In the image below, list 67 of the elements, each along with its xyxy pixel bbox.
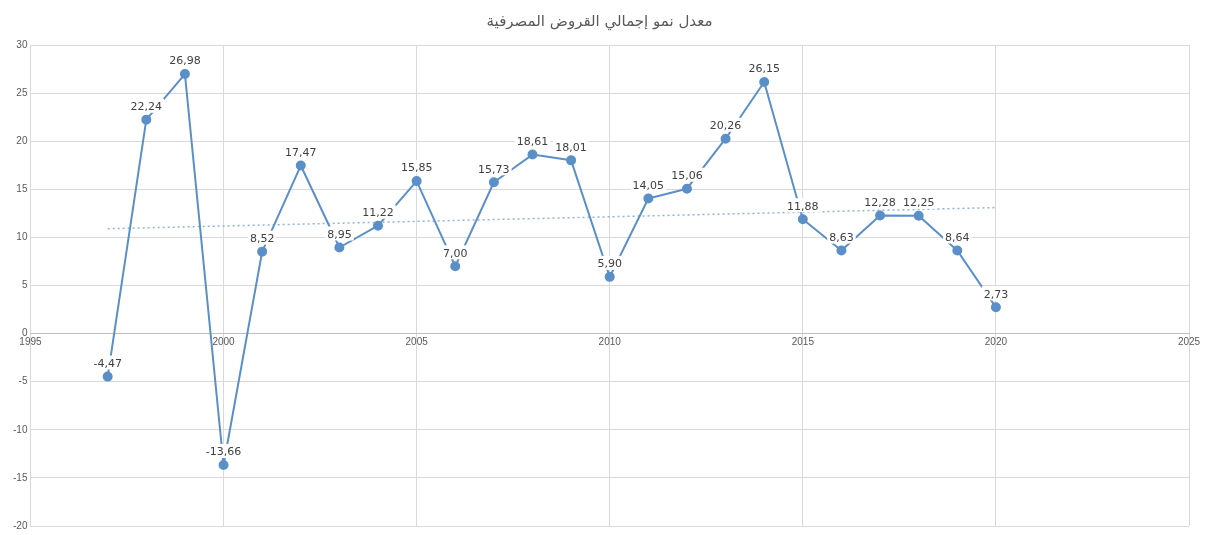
- y-tick-label: 20: [16, 134, 28, 146]
- data-label: 26,15: [748, 62, 780, 76]
- y-tick-label: -5: [18, 375, 28, 387]
- point: [488, 177, 499, 188]
- point: [759, 77, 770, 88]
- data-label: 8,95: [327, 227, 352, 241]
- data-label: 22,24: [130, 100, 163, 114]
- y-tick-label: 25: [16, 86, 28, 98]
- y-tick-label: 0: [21, 327, 28, 339]
- point: [450, 261, 461, 272]
- point: [295, 160, 306, 171]
- point: [257, 246, 268, 257]
- data-label: 18,01: [555, 140, 587, 154]
- y-tick-label: -20: [13, 519, 28, 531]
- point: [836, 245, 847, 256]
- data-label: 17,47: [285, 145, 317, 159]
- point: [566, 155, 577, 166]
- y-tick-label: -15: [13, 471, 28, 483]
- data-label: 12,28: [864, 195, 896, 209]
- data-label: 11,22: [362, 206, 394, 220]
- y-tick-label: 10: [16, 231, 28, 243]
- data-label: 18,61: [516, 134, 549, 148]
- y-tick-label: -10: [13, 423, 28, 435]
- point: [411, 176, 422, 187]
- data-label: 8,52: [249, 232, 275, 245]
- data-label: 14,05: [632, 178, 665, 192]
- point: [334, 242, 345, 253]
- data-label: 5,90: [597, 257, 622, 271]
- x-tick-label: 2015: [791, 336, 815, 348]
- y-tick-label: 15: [16, 183, 28, 195]
- point: [952, 245, 963, 256]
- data-label: 20,26: [709, 119, 742, 133]
- chart-title: معدل نمو إجمالي القروض المصرفية: [486, 11, 713, 31]
- point: [218, 460, 229, 471]
- data-label: -13,66: [205, 445, 242, 459]
- x-tick-label: 1995: [19, 336, 43, 348]
- data-label: 8,64: [945, 230, 970, 244]
- point: [179, 69, 190, 80]
- point: [913, 210, 924, 221]
- data-label: 15,85: [400, 161, 433, 175]
- point: [681, 183, 692, 194]
- data-label: 11,88: [787, 199, 819, 213]
- point: [373, 220, 384, 231]
- point: [643, 193, 654, 204]
- x-tick-label: 2010: [598, 336, 622, 348]
- point: [604, 271, 615, 282]
- x-tick-label: 2020: [984, 336, 1008, 348]
- data-label: 8,63: [829, 230, 854, 244]
- point: [527, 149, 538, 160]
- data-label: 7,00: [443, 246, 468, 260]
- data-label: 15,06: [671, 169, 703, 183]
- x-tick-label: 2025: [1177, 336, 1201, 348]
- data-label: 12,25: [902, 196, 935, 210]
- x-tick-label: 2005: [405, 336, 429, 348]
- y-tick-label: 30: [16, 38, 28, 50]
- point: [875, 210, 886, 221]
- point: [990, 302, 1001, 313]
- x-tick-label: 2000: [212, 336, 236, 348]
- data-label: 2,73: [983, 287, 1009, 301]
- data-label: 15,73: [478, 162, 510, 176]
- point: [102, 371, 113, 382]
- point: [720, 133, 731, 144]
- data-label: 26,98: [169, 54, 201, 68]
- point: [797, 214, 808, 225]
- data-label: -4,47: [93, 356, 122, 370]
- point: [141, 114, 152, 125]
- y-tick-label: 5: [21, 279, 28, 291]
